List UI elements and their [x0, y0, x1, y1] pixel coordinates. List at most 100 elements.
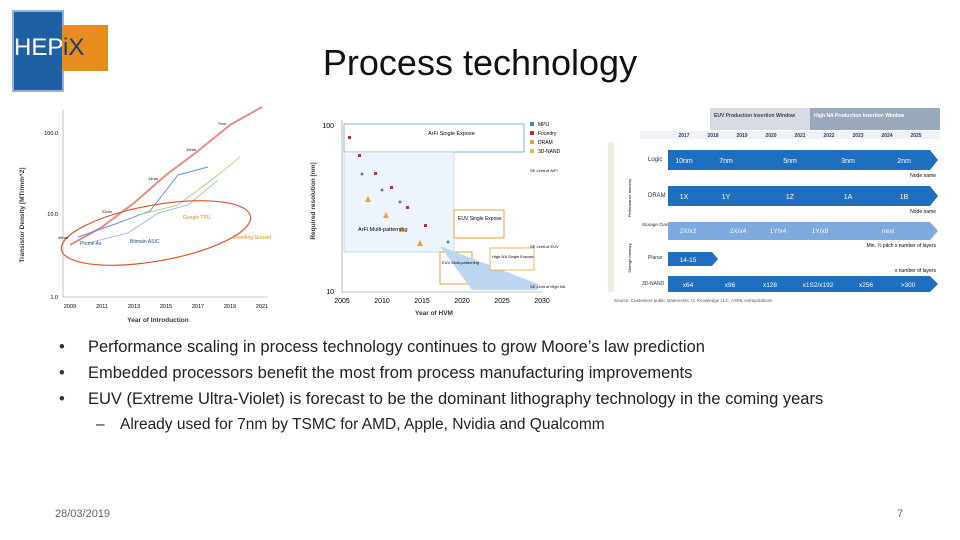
- x-tick-label: 2019: [224, 304, 236, 310]
- legend-swatch: [530, 140, 534, 144]
- node-label: 7nm: [218, 121, 226, 126]
- row-item: x1S2/x192: [803, 282, 834, 289]
- group-label: Storage memory: [627, 243, 632, 273]
- row-item: x64: [683, 282, 694, 289]
- x-tick-label: 2015: [414, 298, 430, 305]
- legend-label: MPU: [538, 122, 550, 128]
- trend-line: [69, 106, 263, 246]
- footer-date: 28/03/2019: [55, 508, 111, 520]
- row-item: 1Z: [786, 194, 795, 201]
- legend-label: DRAM: [538, 140, 553, 146]
- bullet-text: Embedded processors benefit the most fro…: [88, 364, 693, 382]
- window-label: EUV Production Insertion Window: [714, 113, 795, 119]
- year-label: 2024: [881, 133, 892, 139]
- data-points: [348, 136, 427, 227]
- x-tick-label: 2030: [534, 298, 550, 305]
- node-label: 22nm: [102, 209, 113, 214]
- x-tick-label: 2010: [374, 298, 390, 305]
- year-label: 2023: [852, 133, 863, 139]
- row-label: Logic: [648, 157, 662, 163]
- region-label: ArFi Single Expose: [428, 131, 475, 137]
- x-tick-label: 2021: [256, 304, 268, 310]
- row-note: x number of layers: [895, 268, 937, 274]
- limit-label: SE Limit of ArFi: [530, 168, 558, 173]
- row-arrow: [668, 222, 938, 240]
- year-label: 2025: [910, 133, 921, 139]
- row-item: 2X/x4: [730, 228, 747, 235]
- legend-label: Foundry: [538, 131, 557, 137]
- region-box: [453, 209, 505, 239]
- legend-swatch: [530, 131, 534, 135]
- bullet-list: Performance scaling in process technolog…: [55, 336, 875, 440]
- y-tick-label: 10: [326, 289, 334, 296]
- annotation: Bitmain ASIC: [130, 239, 160, 245]
- y-tick-label: 1.0: [50, 295, 58, 301]
- row-item: 14-15: [680, 257, 697, 264]
- row-arrow: [668, 276, 938, 292]
- row-item: 1B: [900, 194, 909, 201]
- node-label: 14nm: [148, 176, 159, 181]
- row-item: x128: [763, 282, 777, 289]
- limit-label: SE Limit of High NA: [530, 284, 566, 289]
- y-tick-label: 100.0: [44, 131, 58, 137]
- sub-list: Already used for 7nm by TSMC for AMD, Ap…: [88, 414, 875, 436]
- legend-swatch: [530, 122, 534, 126]
- high-na-band: [440, 246, 538, 290]
- year-label: 2020: [765, 133, 776, 139]
- row-item: 2nm: [897, 158, 911, 165]
- y-axis-label: Required resolution [nm]: [310, 162, 317, 239]
- bullet: Embedded processors benefit the most fro…: [55, 362, 875, 384]
- series-line: [137, 156, 241, 216]
- row-note: Min. ½ pitch x number of layers: [867, 242, 937, 249]
- region-label: EUV Multi-patterning: [442, 260, 479, 265]
- row-note: Node name: [910, 173, 936, 179]
- x-tick-label: 2015: [160, 304, 172, 310]
- density-figure: Transistor Density [MTr/mm^2] 100.0 10.0…: [18, 106, 271, 324]
- year-row: [640, 131, 940, 139]
- window-label: High NA Production Insertion Window: [814, 113, 904, 119]
- roadmap-figure: EUV Production Insertion Window High NA …: [608, 108, 940, 303]
- y-axis-label: Transistor Density [MTr/mm^2]: [18, 167, 26, 262]
- highlight-ellipse: [60, 200, 252, 266]
- group-label: Performance memory: [627, 179, 632, 217]
- x-axis-label: Year of HVM: [415, 310, 453, 317]
- row-item: 1Y: [722, 194, 731, 201]
- row-item: 7nm: [719, 158, 733, 165]
- year-label: 2017: [678, 133, 689, 139]
- bullet: Performance scaling in process technolog…: [55, 336, 875, 358]
- row-arrow: [668, 252, 718, 266]
- x-tick-label: 2011: [96, 304, 108, 310]
- year-label: 2018: [707, 133, 718, 139]
- annotation: Google TPU: [183, 215, 211, 221]
- slide-title: Process technology: [322, 42, 638, 83]
- x-tick-label: 2020: [454, 298, 470, 305]
- side-bar: [608, 142, 614, 292]
- row-label: 3D-NAND: [642, 281, 665, 287]
- row-label: DRAM: [648, 193, 666, 199]
- window-box: [710, 108, 810, 130]
- region-label: ArFi Multi-patterning: [358, 227, 408, 233]
- bullet-text: Performance scaling in process technolog…: [88, 338, 705, 356]
- sub-bullet-text: Already used for 7nm by TSMC for AMD, Ap…: [120, 416, 605, 433]
- row-item: x256: [859, 282, 873, 289]
- x-tick-label: 2017: [192, 304, 204, 310]
- row-label: Planar: [648, 255, 663, 261]
- region-label: EUV Single Expose: [458, 216, 502, 222]
- region-box: [343, 123, 525, 153]
- x-tick-label: 2025: [494, 298, 510, 305]
- row-label: Storage Class Memory: [642, 222, 689, 227]
- row-note: Node name: [910, 209, 936, 215]
- x-tick-label: 2005: [334, 298, 350, 305]
- region-label: High-NA Single Expose: [492, 254, 534, 259]
- row-item: 1A: [844, 194, 853, 201]
- x-tick-label: 2009: [64, 304, 76, 310]
- annotation: Breeding Ground: [233, 235, 271, 241]
- logo-right: iX: [62, 25, 108, 71]
- series-line: [87, 179, 219, 244]
- sub-bullet: Already used for 7nm by TSMC for AMD, Ap…: [88, 414, 875, 436]
- row-arrow: [668, 186, 938, 206]
- row-item: x96: [725, 282, 736, 289]
- logo-left: HEP: [12, 10, 64, 92]
- legend-label: 3D-NAND: [538, 149, 561, 155]
- y-tick-label: 100: [322, 123, 334, 130]
